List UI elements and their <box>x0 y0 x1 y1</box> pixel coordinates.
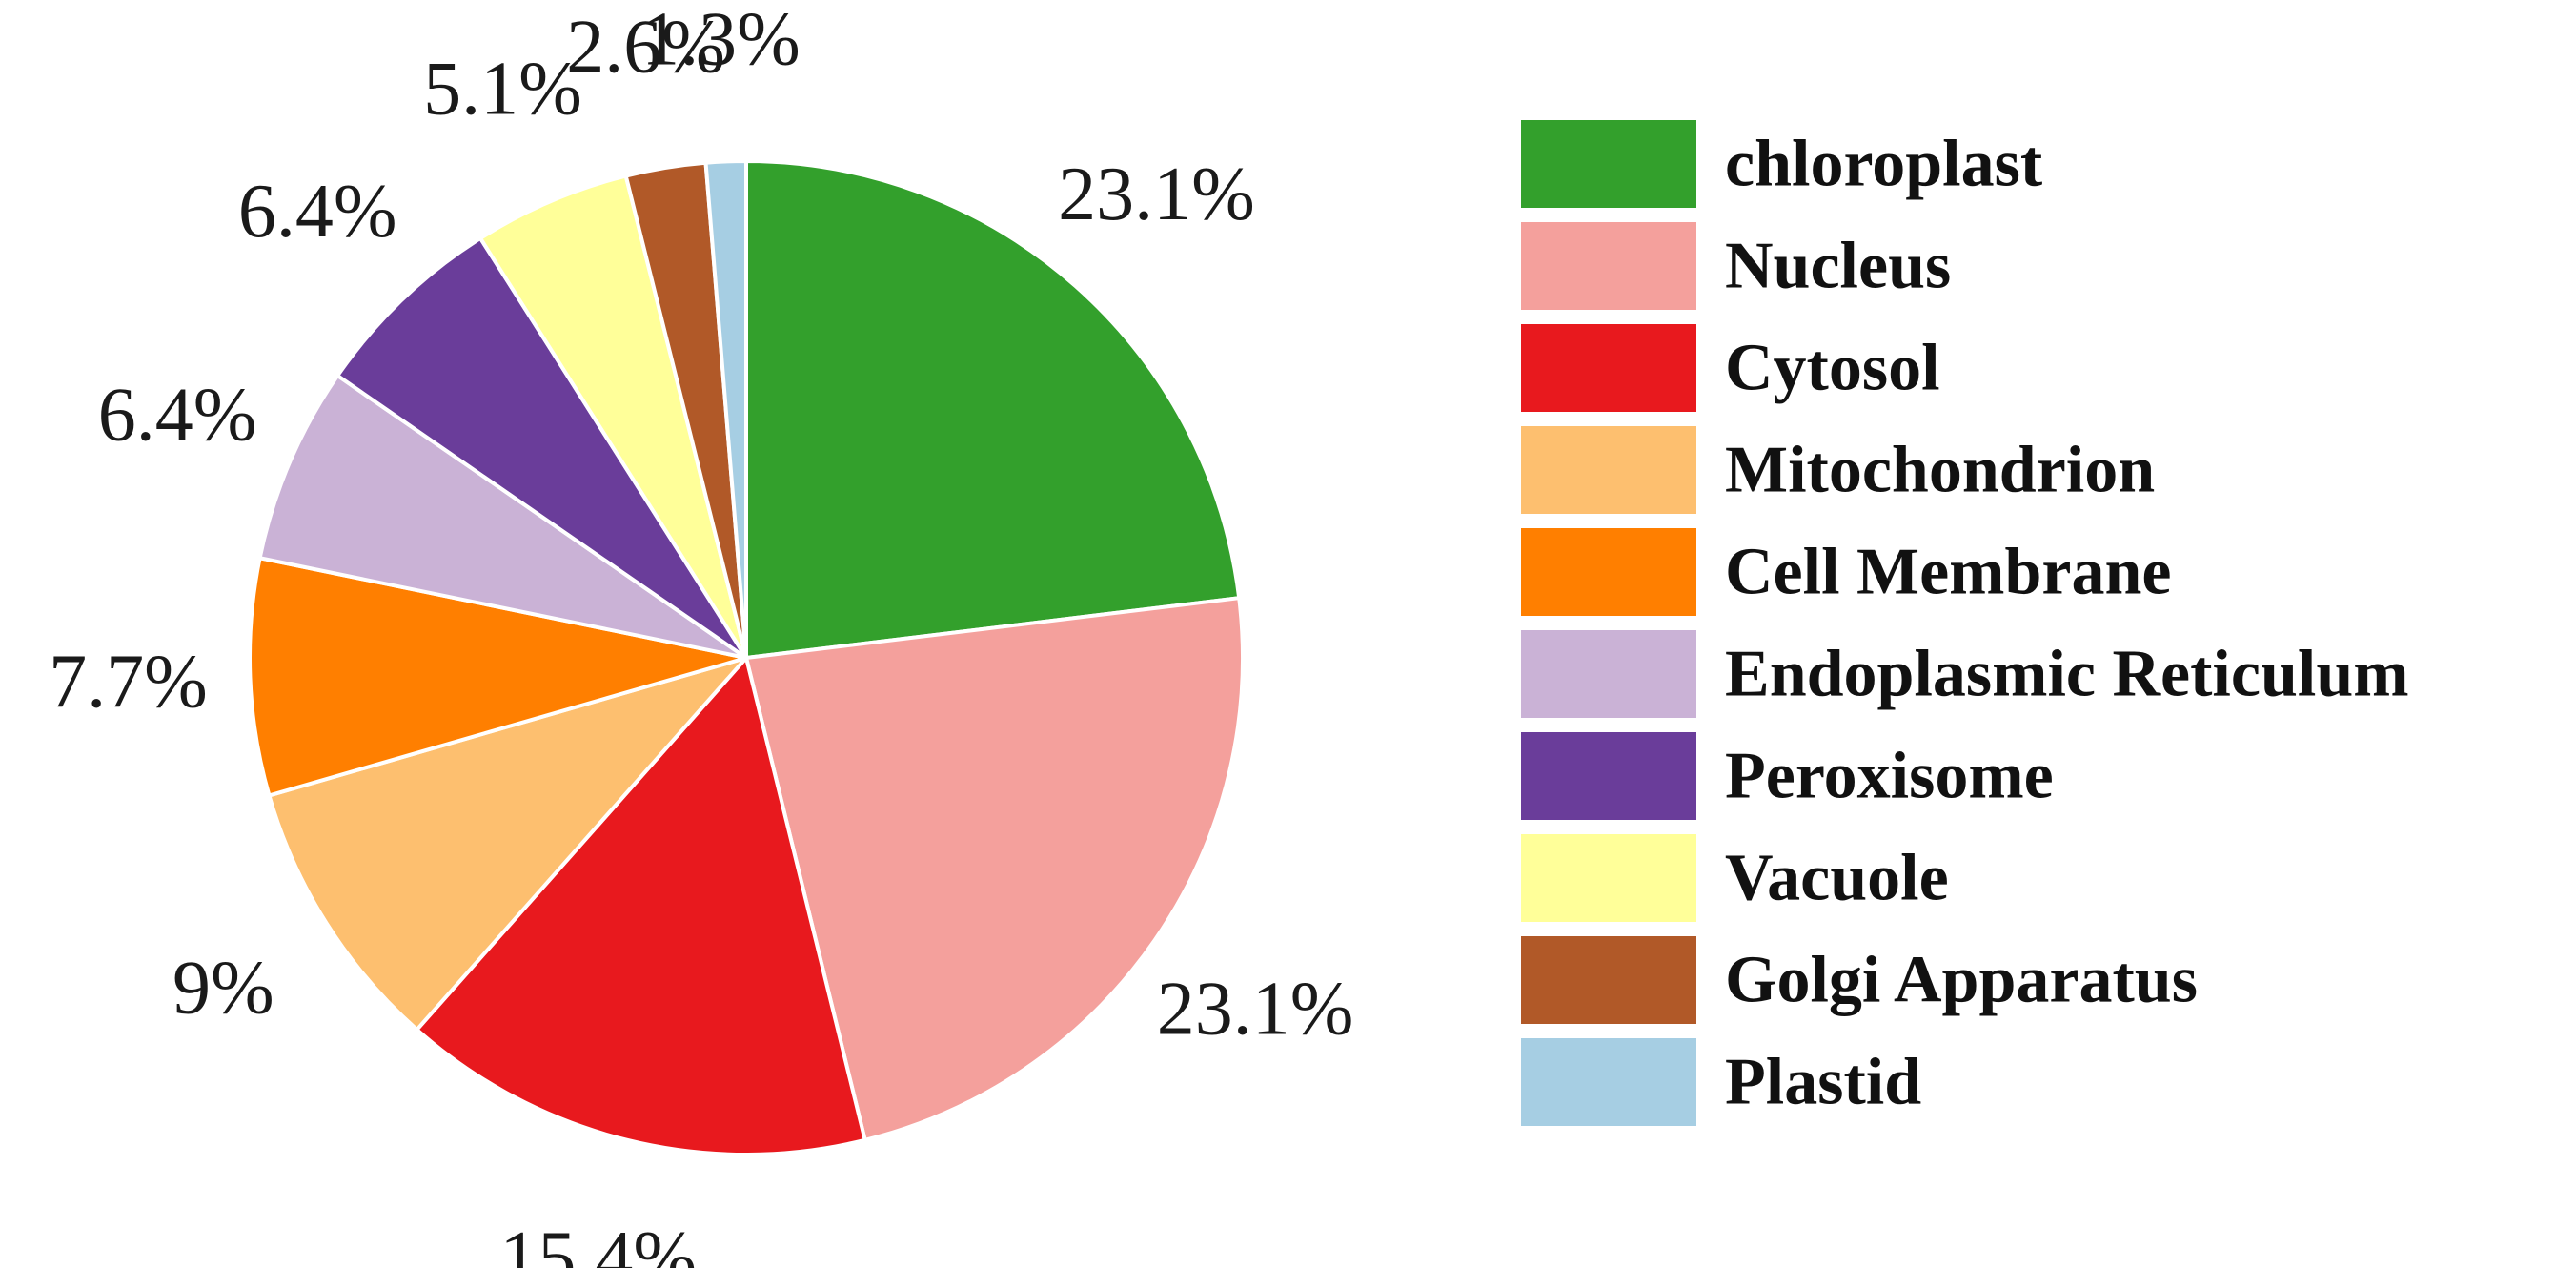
pie-value-label-cell-membrane: 7.7% <box>49 641 208 725</box>
pie-value-label-mitochondrion: 9% <box>172 947 274 1031</box>
legend-label-chloroplast: chloroplast <box>1725 128 2042 201</box>
legend-swatch-mitochondrion <box>1521 426 1696 514</box>
pie-value-label-golgi-apparatus: 2.6% <box>566 6 725 90</box>
pie-slice-plastid <box>703 158 748 660</box>
legend-swatch-plastid <box>1521 1038 1696 1126</box>
pie-slice-mitochondrion <box>267 656 748 1032</box>
legend-swatch-chloroplast <box>1521 120 1696 208</box>
legend-label-plastid: Plastid <box>1725 1046 1921 1119</box>
legend-label-nucleus: Nucleus <box>1725 230 1951 303</box>
legend-label-cytosol: Cytosol <box>1725 332 1940 405</box>
legend-item-plastid: Plastid <box>1521 1038 1921 1126</box>
pie-slice-vacuole <box>478 174 748 660</box>
legend-item-cytosol: Cytosol <box>1521 324 1940 412</box>
legend-label-cell-membrane: Cell Membrane <box>1725 536 2171 609</box>
pie-value-label-nucleus: 23.1% <box>1157 968 1354 1052</box>
pie-value-label-plastid: 1.3% <box>641 0 801 82</box>
pie-value-label-chloroplast: 23.1% <box>1058 153 1255 236</box>
legend-item-golgi-apparatus: Golgi Apparatus <box>1521 936 2198 1024</box>
pie-slice-cell-membrane <box>248 556 748 798</box>
legend-item-cell-membrane: Cell Membrane <box>1521 528 2171 616</box>
pie-value-label-vacuole: 5.1% <box>423 48 582 132</box>
pie-slices <box>248 158 1245 1156</box>
legend-label-mitochondrion: Mitochondrion <box>1725 434 2155 507</box>
legend-label-vacuole: Vacuole <box>1725 842 1949 915</box>
legend-item-nucleus: Nucleus <box>1521 222 1951 310</box>
legend-item-vacuole: Vacuole <box>1521 834 1949 922</box>
pie-slice-chloroplast <box>744 159 1242 660</box>
pie-value-labels: 23.1% 23.1% 15.4% 9% 7.7% 6.4% 6.4% 5.1%2.6%1.3… <box>49 0 1353 1268</box>
pie-slice-peroxisome <box>335 235 748 660</box>
legend-swatch-vacuole <box>1521 834 1696 922</box>
pie-slice-endoplasmic-reticulum <box>257 374 748 660</box>
pie-value-label-endoplasmic-reticulum: 6.4% <box>98 373 257 457</box>
legend-label-endoplasmic-reticulum: Endoplasmic Reticulum <box>1725 638 2409 711</box>
legend: chloroplast Nucleus Cytosol Mitochondrion Ce… <box>1521 120 2409 1126</box>
legend-item-chloroplast: chloroplast <box>1521 120 2042 208</box>
legend-swatch-nucleus <box>1521 222 1696 310</box>
pie-value-label-cytosol: 15.4% <box>499 1217 697 1268</box>
pie-slice-nucleus <box>744 596 1245 1142</box>
pie-value-label-peroxisome: 6.4% <box>238 170 397 254</box>
legend-item-endoplasmic-reticulum: Endoplasmic Reticulum <box>1521 630 2409 718</box>
legend-swatch-cell-membrane <box>1521 528 1696 616</box>
pie-slice-cytosol <box>415 656 867 1156</box>
legend-swatch-endoplasmic-reticulum <box>1521 630 1696 718</box>
legend-swatch-peroxisome <box>1521 732 1696 820</box>
legend-item-peroxisome: Peroxisome <box>1521 732 2054 820</box>
legend-label-golgi-apparatus: Golgi Apparatus <box>1725 944 2198 1017</box>
legend-swatch-golgi-apparatus <box>1521 936 1696 1024</box>
legend-label-peroxisome: Peroxisome <box>1725 740 2054 813</box>
legend-swatch-cytosol <box>1521 324 1696 412</box>
legend-item-mitochondrion: Mitochondrion <box>1521 426 2155 514</box>
